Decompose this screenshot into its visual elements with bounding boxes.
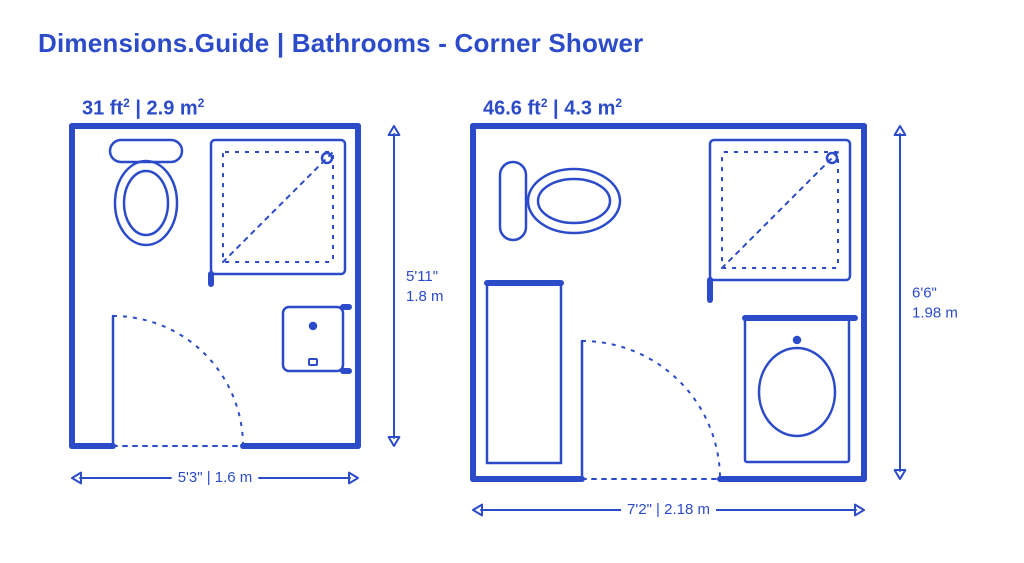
shower-drain — [322, 153, 332, 163]
dim-width-label: 7'2" | 2.18 m — [627, 501, 710, 518]
plan-large: 7'2" | 2.18 m 6'6" 1.98 m — [473, 126, 958, 520]
sink — [283, 307, 343, 371]
toilet-seat — [124, 171, 168, 235]
dim-height-label-ft: 6'6" — [912, 284, 937, 301]
toilet-tank — [110, 140, 182, 162]
dim-height-label-ft: 5'11" — [406, 268, 438, 285]
door-swing-arc — [113, 316, 243, 446]
toilet-tank — [500, 162, 526, 240]
cabinet — [487, 283, 561, 463]
floorplan-canvas: 5'3" | 1.6 m 5'11" 1.8 m 7'2" | 2.18 m 6'6" 1… — [0, 0, 1024, 563]
dim-height-label-m: 1.8 m — [406, 288, 444, 305]
vanity-basin — [759, 348, 835, 436]
toilet-seat — [538, 179, 610, 223]
shower-drain — [827, 153, 837, 163]
plan-small: 5'3" | 1.6 m 5'11" 1.8 m — [72, 126, 444, 488]
dim-width-label: 5'3" | 1.6 m — [178, 469, 253, 486]
dim-height-label-m: 1.98 m — [912, 304, 958, 321]
door-swing-arc — [582, 341, 720, 479]
